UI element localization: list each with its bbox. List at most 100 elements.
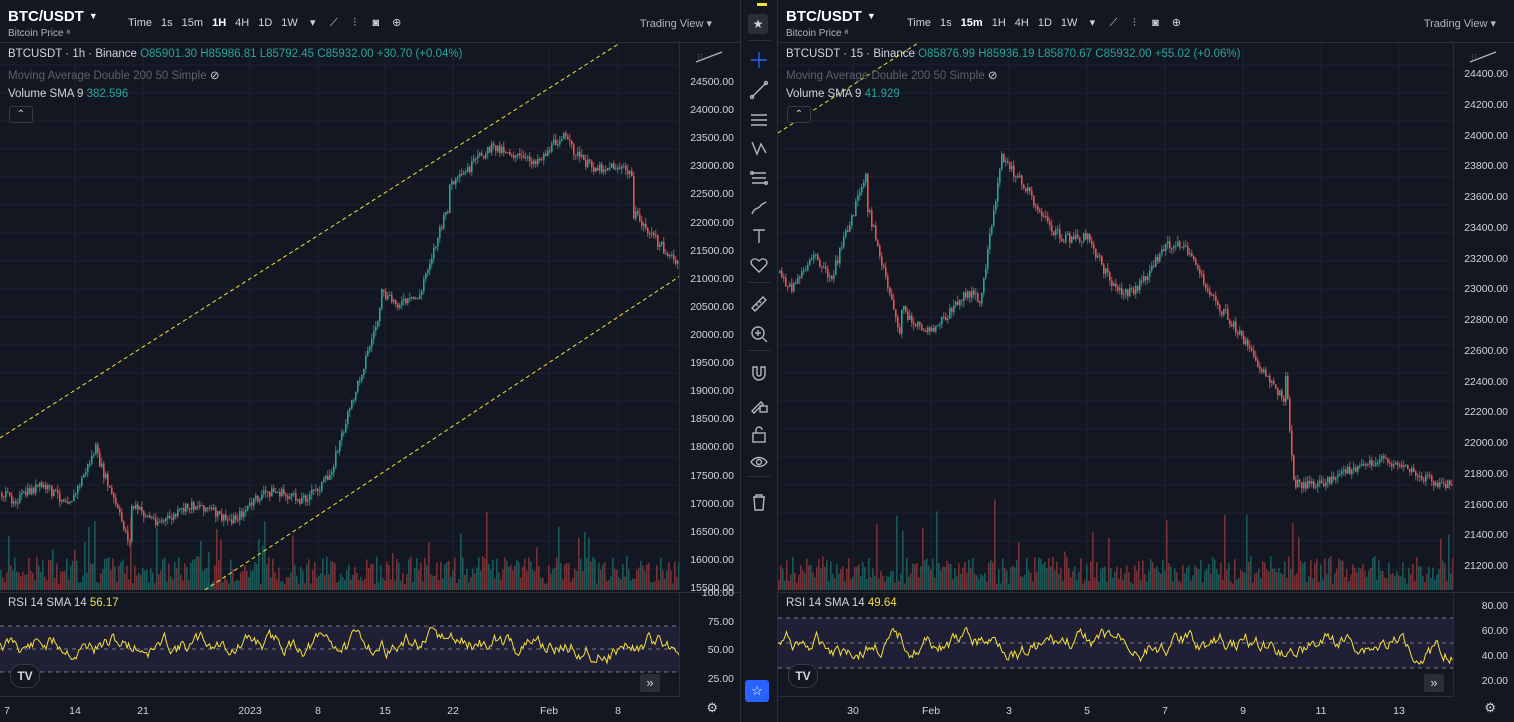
settings-gear-icon[interactable]: ⚙	[1484, 700, 1496, 715]
time-axis[interactable]: 30 Feb 3 5 7 9 11 13	[778, 696, 1454, 722]
brush-icon[interactable]	[747, 196, 771, 220]
interval-1h[interactable]: 1H	[212, 17, 227, 29]
candle	[241, 511, 243, 518]
candle	[1003, 153, 1005, 162]
text-icon[interactable]	[747, 224, 771, 248]
chart-panel-right[interactable]: BTC/USDT ▼ Bitcoin Price ᵃ Time 1s 15m 1H…	[778, 0, 1514, 722]
volume-bar	[802, 570, 804, 590]
candle	[955, 301, 957, 306]
interval-4h[interactable]: 4H	[235, 17, 250, 29]
volume-bar	[1408, 567, 1410, 590]
volume-bar	[286, 577, 288, 590]
candles-icon[interactable]: ⫶	[353, 17, 357, 29]
interval-1s[interactable]: 1s	[940, 17, 952, 29]
eye-off-icon[interactable]: ⊘	[209, 70, 220, 82]
trash-icon[interactable]	[747, 490, 771, 514]
interval-15m[interactable]: 15m	[960, 17, 983, 29]
rsi-axis[interactable]: 80.00 60.00 40.00 20.00	[1453, 592, 1514, 695]
symbol-selector[interactable]: BTC/USDT ▼	[786, 8, 876, 25]
interval-4h[interactable]: 4H	[1014, 17, 1029, 29]
scroll-right-icon[interactable]: »	[1424, 674, 1444, 692]
candle	[1073, 236, 1075, 240]
interval-time[interactable]: Time	[128, 17, 153, 29]
ruler-icon[interactable]	[747, 292, 771, 316]
volume-bar	[94, 521, 96, 590]
symbol-selector[interactable]: BTC/USDT ▼	[8, 8, 98, 25]
interval-1d[interactable]: 1D	[1037, 17, 1052, 29]
chevron-down-icon[interactable]: ▾	[310, 17, 316, 29]
price-chart[interactable]	[778, 43, 1454, 590]
time-axis[interactable]: 7 14 21 2023 8 15 22 Feb 8	[0, 696, 680, 722]
volume-bar	[868, 558, 870, 590]
candle	[1029, 187, 1031, 191]
crosshair-icon[interactable]	[747, 48, 771, 72]
scroll-right-icon[interactable]: »	[640, 674, 660, 692]
horizontal-lines-icon[interactable]	[747, 108, 771, 132]
volume-bar	[1190, 580, 1192, 590]
volume-bar	[1354, 567, 1356, 590]
candle	[229, 519, 231, 521]
candle	[447, 211, 449, 213]
interval-15m[interactable]: 15m	[181, 17, 204, 29]
interval-1d[interactable]: 1D	[258, 17, 273, 29]
volume-bar	[1318, 582, 1320, 590]
chart-panel-left[interactable]: BTC/USDT ▼ Bitcoin Price ᵃ Time 1s 15m 1H…	[0, 0, 740, 722]
volume-bar	[108, 556, 110, 590]
add-icon[interactable]: ⊕	[1171, 17, 1181, 29]
favorites-star-icon[interactable]: ★	[748, 14, 768, 34]
volume-bar	[784, 580, 786, 590]
eye-icon[interactable]	[747, 450, 771, 474]
rsi-pane[interactable]	[0, 592, 680, 695]
add-icon[interactable]: ⊕	[392, 17, 402, 29]
chart-type-icon[interactable]: ⟋	[1109, 17, 1118, 29]
chart-type-icon[interactable]: ⟋	[329, 17, 338, 29]
rsi-pane[interactable]	[778, 592, 1454, 695]
collapse-legend-button[interactable]: ⌃	[9, 106, 33, 123]
volume-bar	[578, 537, 580, 590]
candle	[377, 321, 379, 327]
trading-view-menu[interactable]: Trading View ▾	[639, 18, 712, 30]
trend-line-icon[interactable]	[747, 78, 771, 102]
interval-1s[interactable]: 1s	[161, 17, 173, 29]
zoom-icon[interactable]	[747, 322, 771, 346]
camera-icon[interactable]: ◙	[372, 17, 380, 29]
volume-bar	[216, 528, 218, 590]
lock-icon[interactable]	[747, 422, 771, 446]
candle	[1, 493, 3, 497]
candle	[1383, 456, 1385, 458]
ruler-icon[interactable]: ⁝⁝	[692, 50, 728, 66]
candle	[1083, 233, 1085, 242]
price-axis[interactable]: 24400.00 24200.00 24000.00 23800.00 23600.00…	[1453, 43, 1514, 590]
chevron-down-icon[interactable]: ▾	[1089, 17, 1096, 29]
lock-pencil-icon[interactable]	[747, 392, 771, 416]
price-chart[interactable]	[0, 43, 680, 590]
candle	[471, 161, 473, 173]
collapse-legend-button[interactable]: ⌃	[787, 106, 811, 123]
ruler-icon[interactable]: ⁝⁝	[1466, 50, 1502, 66]
camera-icon[interactable]: ◙	[1152, 17, 1159, 29]
volume-bar	[1138, 561, 1140, 590]
price-axis[interactable]: 24500.00 24000.00 23500.00 23000.00 22500.00…	[679, 43, 740, 594]
candle	[215, 507, 217, 517]
rsi-value: 56.17	[89, 597, 119, 609]
volume-bar	[478, 557, 480, 590]
interval-1w[interactable]: 1W	[281, 17, 298, 29]
projection-icon[interactable]	[747, 166, 771, 190]
volume-bar	[338, 580, 340, 590]
trading-view-menu[interactable]: Trading View ▾	[1423, 18, 1496, 30]
rsi-axis[interactable]: 100.00 75.00 50.00 25.00	[679, 587, 740, 695]
settings-gear-icon[interactable]: ⚙	[706, 700, 718, 715]
interval-1w[interactable]: 1W	[1060, 17, 1078, 29]
volume-bar	[612, 557, 614, 590]
candles-icon[interactable]: ⫶	[1133, 17, 1136, 29]
favorite-drawings-icon[interactable]: ☆	[745, 680, 769, 702]
price-tick: 17500.00	[690, 469, 734, 482]
eye-off-icon[interactable]: ⊘	[987, 70, 998, 82]
interval-1h[interactable]: 1H	[991, 17, 1006, 29]
heart-icon[interactable]	[747, 253, 771, 277]
volume-bar	[312, 569, 314, 590]
interval-time[interactable]: Time	[907, 17, 932, 29]
pattern-icon[interactable]	[747, 136, 771, 160]
magnet-icon[interactable]	[747, 362, 771, 386]
candle	[579, 151, 581, 157]
